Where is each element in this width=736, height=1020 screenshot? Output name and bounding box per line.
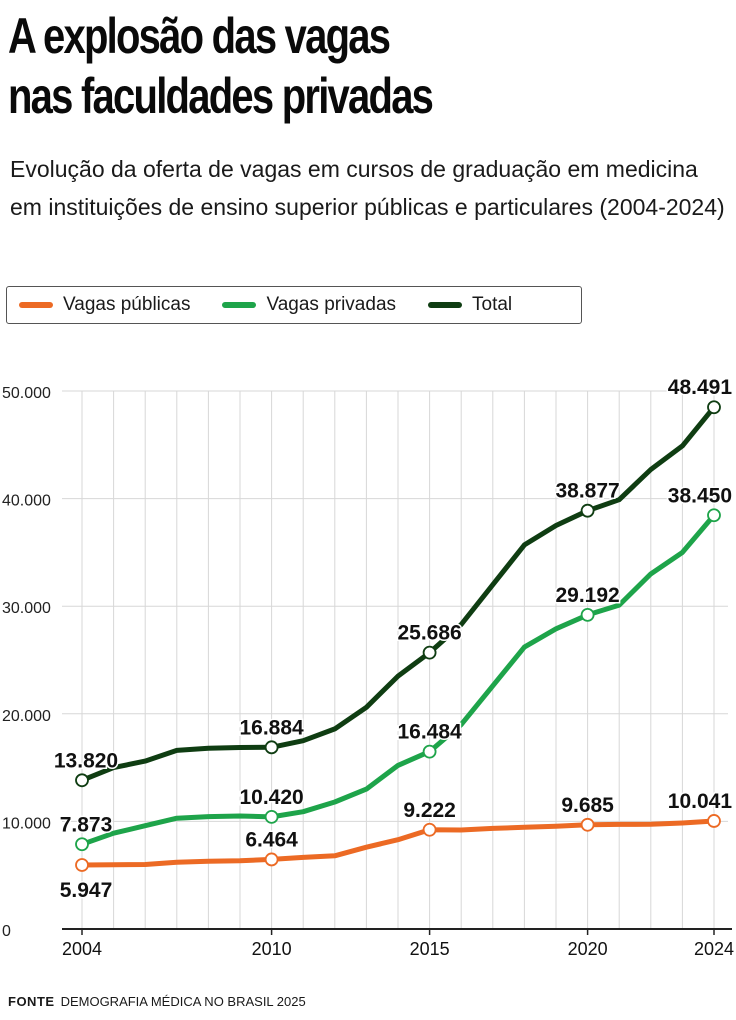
line-chart: 0 10.000 20.000 30.000 40.000 50.000 2004 2010 2…: [2, 375, 734, 959]
legend-label-publicas: Vagas públicas: [63, 294, 191, 315]
data-label-privadas: 38.450: [668, 484, 732, 507]
chart-title-line-1: A explosão das vagas: [8, 8, 391, 64]
data-point-publicas: [422, 822, 437, 837]
y-tick-label: 0: [2, 923, 11, 940]
chart-subtitle: Evolução da oferta de vagas em cursos de…: [10, 156, 725, 220]
legend-item-privadas: Vagas privadas: [222, 294, 396, 316]
data-point-publicas: [264, 852, 279, 867]
legend-item-total: Total: [428, 294, 512, 316]
data-label-privadas: 7.873: [60, 813, 113, 836]
series-line-total: [79, 404, 717, 783]
legend-swatch-privadas: [222, 302, 257, 308]
data-label-privadas: 16.484: [397, 721, 462, 744]
data-label-privadas: 10.420: [239, 786, 303, 809]
y-tick-label: 40.000: [2, 493, 51, 510]
chart-title-line-2: nas faculdades privadas: [8, 68, 434, 124]
data-point-privadas: [422, 744, 437, 759]
data-label-publicas: 6.464: [245, 828, 298, 851]
y-tick-label: 50.000: [2, 385, 51, 402]
data-point-privadas: [264, 809, 279, 824]
data-label-publicas: 10.041: [668, 790, 733, 813]
legend-label-privadas: Vagas privadas: [266, 294, 397, 315]
y-tick-label: 10.000: [2, 815, 51, 832]
data-point-publicas: [707, 814, 721, 828]
data-point-total: [707, 400, 721, 415]
data-point-publicas: [580, 817, 595, 832]
legend: Vagas públicas Vagas privadas Total: [6, 286, 582, 324]
legend-label-total: Total: [472, 294, 513, 315]
x-tick-label: 2004: [62, 939, 102, 959]
chart-title: A explosão das vagas nas faculdades priv…: [8, 6, 584, 126]
data-point-privadas: [580, 607, 595, 622]
series-line-privadas: [79, 512, 717, 847]
data-point-total: [580, 503, 595, 518]
data-label-publicas: 9.685: [561, 794, 614, 817]
data-label-total: 16.884: [239, 716, 304, 739]
legend-swatch-publicas: [19, 302, 53, 308]
legend-swatch-total: [428, 302, 463, 308]
data-point-total: [422, 645, 437, 660]
source-note: FONTE DEMOGRAFIA MÉDICA NO BRASIL 2025: [8, 994, 306, 1009]
source-text: DEMOGRAFIA MÉDICA NO BRASIL 2025: [60, 994, 306, 1009]
x-tick-label: 2024: [694, 939, 734, 959]
data-point-total: [75, 773, 89, 788]
data-point-total: [264, 740, 279, 755]
data-label-publicas: 5.947: [60, 879, 113, 902]
series-line-publicas: [79, 818, 717, 868]
data-label-total: 13.820: [54, 749, 118, 772]
data-label-publicas: 9.222: [403, 799, 456, 822]
data-label-privadas: 29.192: [555, 584, 619, 607]
source-label: FONTE: [8, 994, 55, 1009]
data-point-publicas: [75, 858, 89, 872]
data-label-total: 25.686: [397, 622, 461, 645]
y-tick-label: 20.000: [2, 708, 51, 725]
x-tick-label: 2015: [410, 939, 450, 959]
x-tick-label: 2020: [568, 939, 608, 959]
y-tick-label: 30.000: [2, 600, 51, 617]
x-tick-label: 2010: [252, 939, 292, 959]
data-point-privadas: [707, 508, 721, 523]
legend-item-publicas: Vagas públicas: [19, 294, 190, 316]
data-label-total: 38.877: [555, 480, 619, 503]
data-point-privadas: [75, 837, 89, 852]
data-label-total: 48.491: [668, 376, 733, 399]
